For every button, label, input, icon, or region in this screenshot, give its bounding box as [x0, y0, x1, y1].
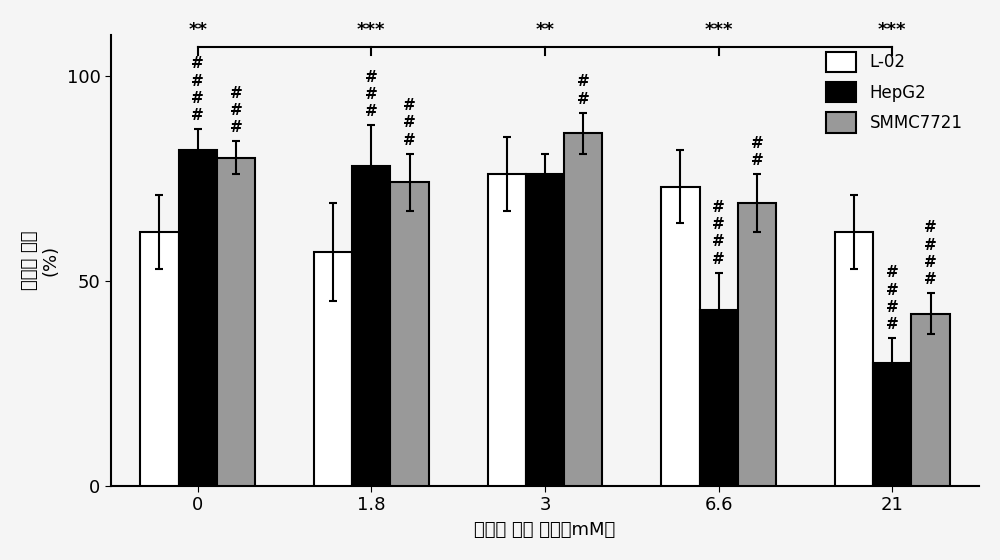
Text: #: #: [230, 103, 242, 118]
Text: #: #: [886, 317, 899, 332]
Text: ***: ***: [357, 21, 386, 39]
Legend: L-02, HepG2, SMMC7721: L-02, HepG2, SMMC7721: [818, 43, 971, 141]
Text: #: #: [403, 98, 416, 113]
Bar: [564, 133, 602, 486]
Text: #: #: [712, 200, 725, 215]
Text: #: #: [230, 86, 242, 101]
Text: #: #: [886, 283, 899, 298]
Bar: [526, 174, 564, 486]
Text: #: #: [577, 92, 590, 106]
Text: #: #: [712, 251, 725, 267]
Bar: [661, 186, 700, 486]
Bar: [179, 150, 217, 486]
Text: #: #: [924, 237, 937, 253]
Text: #: #: [712, 217, 725, 232]
Y-axis label: 细胞增 殖率
(%): 细胞增 殖率 (%): [21, 231, 60, 290]
Bar: [140, 232, 179, 486]
Bar: [738, 203, 776, 486]
Text: #: #: [924, 272, 937, 287]
Bar: [873, 363, 911, 486]
Text: #: #: [577, 74, 590, 90]
Text: #: #: [712, 234, 725, 249]
Text: **: **: [536, 21, 555, 39]
Text: #: #: [924, 255, 937, 270]
Text: #: #: [365, 69, 378, 85]
Text: **: **: [188, 21, 207, 39]
Text: #: #: [191, 73, 204, 88]
Text: #: #: [886, 265, 899, 281]
X-axis label: 胞外钙 离子 浓度（mM）: 胞外钙 离子 浓度（mM）: [474, 521, 616, 539]
Text: #: #: [365, 87, 378, 102]
Text: ***: ***: [878, 21, 907, 39]
Bar: [352, 166, 390, 486]
Text: #: #: [403, 115, 416, 130]
Text: ***: ***: [704, 21, 733, 39]
Bar: [314, 252, 352, 486]
Text: #: #: [751, 136, 763, 151]
Text: #: #: [230, 120, 242, 136]
Text: #: #: [751, 153, 763, 168]
Text: #: #: [191, 108, 204, 123]
Text: #: #: [191, 57, 204, 71]
Text: #: #: [365, 104, 378, 119]
Text: #: #: [403, 133, 416, 148]
Text: #: #: [886, 300, 899, 315]
Bar: [390, 183, 429, 486]
Bar: [700, 310, 738, 486]
Text: #: #: [191, 91, 204, 106]
Bar: [911, 314, 950, 486]
Bar: [217, 158, 255, 486]
Text: #: #: [924, 220, 937, 235]
Bar: [835, 232, 873, 486]
Bar: [488, 174, 526, 486]
